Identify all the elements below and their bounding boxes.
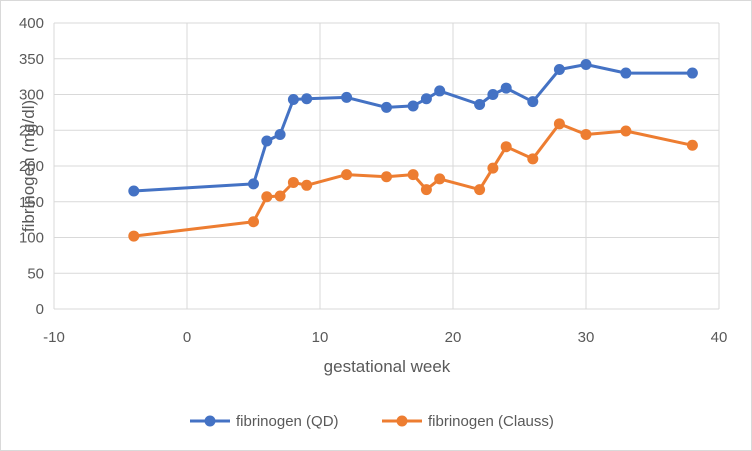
data-point-qd xyxy=(474,99,486,111)
series-lines xyxy=(132,63,694,238)
legend-marker-clauss xyxy=(396,415,408,427)
data-point-clauss xyxy=(500,141,512,153)
data-point-qd xyxy=(487,89,499,100)
data-point-clauss xyxy=(128,230,140,242)
data-point-clauss xyxy=(248,216,259,228)
y-tick-labels: 0 50 100 150 200 250 300 350 400 xyxy=(19,15,44,318)
gridlines xyxy=(53,22,720,310)
data-point-qd xyxy=(301,93,313,105)
x-tick-labels: -10 0 10 20 30 40 xyxy=(43,329,727,346)
data-point-qd xyxy=(261,135,273,147)
legend-label-clauss: fibrinogen (Clauss) xyxy=(428,413,554,430)
y-tick-label: 300 xyxy=(19,87,44,104)
data-point-qd xyxy=(580,58,592,70)
series-points xyxy=(128,58,698,242)
data-point-qd xyxy=(274,129,286,141)
legend-marker-qd xyxy=(204,415,216,427)
x-tick-label: 0 xyxy=(183,329,191,346)
data-point-qd xyxy=(128,185,140,197)
data-point-qd xyxy=(420,93,432,105)
legend: fibrinogen (QD) fibrinogen (Clauss) xyxy=(190,413,554,430)
legend-label-qd: fibrinogen (QD) xyxy=(236,413,339,430)
data-point-qd xyxy=(527,96,539,108)
x-tick-label: 30 xyxy=(578,329,595,346)
data-point-clauss xyxy=(553,118,565,130)
data-point-qd xyxy=(620,67,632,79)
legend-item-qd: fibrinogen (QD) xyxy=(190,413,339,430)
data-point-qd xyxy=(341,91,353,103)
data-point-clauss xyxy=(686,139,698,151)
data-point-clauss xyxy=(301,179,313,191)
y-tick-label: 0 xyxy=(36,301,44,318)
data-point-clauss xyxy=(274,190,286,202)
legend-item-clauss: fibrinogen (Clauss) xyxy=(382,413,554,430)
data-point-clauss xyxy=(341,169,353,181)
data-point-qd xyxy=(381,101,392,113)
x-axis-title: gestational week xyxy=(324,357,451,376)
data-point-clauss xyxy=(407,169,419,181)
data-point-clauss xyxy=(474,184,486,196)
y-tick-label: 350 xyxy=(19,51,44,68)
x-tick-label: 10 xyxy=(312,329,329,346)
y-axis-title: fibrinogen (mg/dl) xyxy=(19,100,38,232)
data-point-qd xyxy=(287,94,299,106)
data-point-clauss xyxy=(527,153,539,165)
data-point-clauss xyxy=(620,125,632,137)
data-point-clauss xyxy=(287,176,299,188)
x-tick-label: -10 xyxy=(43,329,65,346)
x-tick-label: 20 xyxy=(445,329,462,346)
data-point-qd xyxy=(407,100,419,112)
y-tick-label: 400 xyxy=(19,15,44,32)
data-point-clauss xyxy=(261,191,273,203)
y-tick-label: 200 xyxy=(19,158,44,175)
y-tick-label: 100 xyxy=(19,230,44,247)
y-tick-label: 250 xyxy=(19,122,44,139)
data-point-clauss xyxy=(434,173,446,185)
data-point-qd xyxy=(500,82,512,94)
y-tick-label: 150 xyxy=(19,194,44,211)
x-tick-label: 40 xyxy=(711,329,728,346)
y-tick-label: 50 xyxy=(27,265,44,282)
data-point-qd xyxy=(553,63,565,75)
data-point-clauss xyxy=(487,162,499,174)
data-point-qd xyxy=(248,178,259,190)
data-point-clauss xyxy=(420,184,432,196)
data-point-clauss xyxy=(381,171,392,183)
data-point-qd xyxy=(686,67,698,79)
data-point-clauss xyxy=(580,129,592,141)
data-point-qd xyxy=(434,85,446,97)
